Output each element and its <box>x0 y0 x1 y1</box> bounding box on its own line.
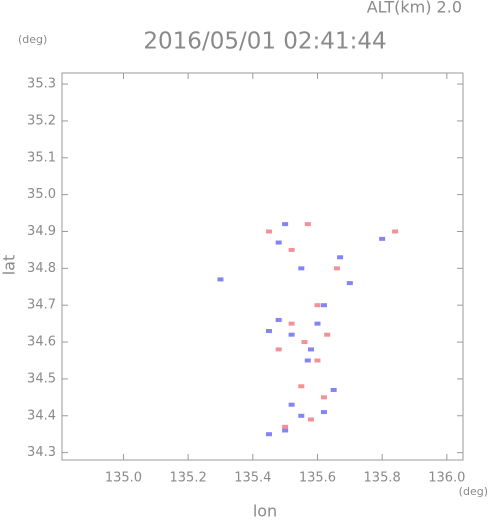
echo-point <box>282 428 289 433</box>
y-tick-label: 34.4 <box>27 408 56 423</box>
echo-point <box>288 321 295 326</box>
echo-point <box>301 340 308 345</box>
y-tick-label: 34.3 <box>27 445 56 460</box>
echo-point <box>265 432 272 437</box>
echo-point <box>288 332 295 337</box>
echo-point <box>392 229 399 234</box>
echo-point <box>275 240 282 245</box>
echo-point <box>314 358 321 363</box>
y-tick-label: 34.8 <box>27 261 56 276</box>
echo-point <box>379 236 386 241</box>
x-tick-label: 135.2 <box>170 471 207 486</box>
echo-point <box>298 266 305 271</box>
echo-point <box>275 317 282 322</box>
y-tick-label: 34.9 <box>27 224 56 239</box>
chart-title: 2016/05/01 02:41:44 <box>143 29 386 55</box>
y-tick-label: 34.7 <box>27 298 56 313</box>
echo-point <box>346 281 353 286</box>
echo-point <box>324 332 331 337</box>
echo-point <box>308 417 315 422</box>
x-tick-label: 135.8 <box>364 471 401 486</box>
echo-point <box>333 266 340 271</box>
y-axis-label: lat <box>0 255 19 276</box>
echo-point <box>337 255 344 260</box>
y-tick-label: 35.1 <box>27 150 56 165</box>
x-tick-label: 136.0 <box>428 471 465 486</box>
y-tick-label: 35.2 <box>27 113 56 128</box>
echo-point <box>217 277 224 282</box>
echo-point <box>288 247 295 252</box>
x-tick-label: 135.6 <box>299 471 336 486</box>
y-tick-label: 34.6 <box>27 335 56 350</box>
echo-point <box>265 329 272 333</box>
echo-point <box>330 387 337 392</box>
echo-point <box>308 347 315 352</box>
echo-point <box>298 384 305 389</box>
echo-point <box>275 347 282 352</box>
echo-point <box>288 402 295 407</box>
x-tick-label: 135.4 <box>234 471 271 486</box>
echo-point <box>314 321 321 326</box>
x-axis-label: lon <box>253 502 277 521</box>
plot-frame <box>61 72 464 461</box>
echo-point <box>320 410 327 415</box>
y-tick-label: 35.0 <box>27 187 56 202</box>
echo-point <box>282 222 289 227</box>
echo-point <box>282 424 289 429</box>
y-unit: (deg) <box>18 33 47 46</box>
echo-point <box>314 303 321 308</box>
y-tick-label: 35.3 <box>27 77 56 92</box>
x-unit: (deg) <box>459 485 488 498</box>
echo-point <box>265 229 272 234</box>
echo-point <box>304 222 311 227</box>
echo-point <box>320 303 327 308</box>
echo-point <box>298 413 305 418</box>
echo-point <box>304 358 311 363</box>
x-tick-label: 135.0 <box>105 471 142 486</box>
echo-point <box>320 395 327 400</box>
altitude-annotation: ALT(km) 2.0 <box>367 0 462 17</box>
y-tick-label: 34.5 <box>27 371 56 386</box>
